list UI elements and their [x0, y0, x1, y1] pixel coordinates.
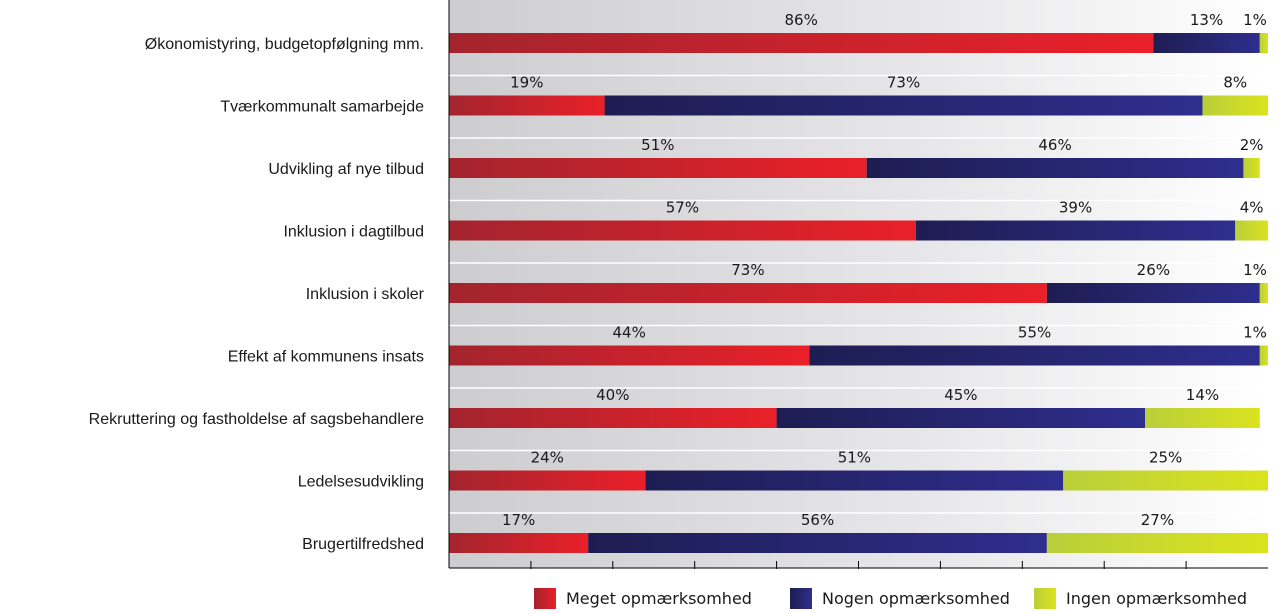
- bar-segment: [809, 345, 1260, 366]
- data-label: 4%: [1240, 199, 1264, 217]
- category-label: Brugertilfredshed: [302, 536, 424, 553]
- data-label: 46%: [1038, 136, 1071, 154]
- value-labels: 86% 13% 1% 19% 73% 8% 51% 46% 2% 57% 39% 4% 73% 26% 1%…: [502, 11, 1267, 529]
- category-label: Rekruttering og fastholdelse af sagsbeha…: [89, 411, 424, 428]
- x-axis: [448, 0, 1268, 569]
- bar-segment: [776, 408, 1146, 428]
- legend-swatch: [534, 588, 556, 609]
- data-label: 51%: [838, 449, 871, 467]
- bar-segment: [915, 220, 1236, 241]
- legend-label: Meget opmærksomhed: [566, 589, 752, 608]
- legend-label: Ingen opmærksomhed: [1066, 589, 1247, 608]
- bar-segment: [645, 470, 1064, 491]
- bar-segment: [1259, 33, 1268, 53]
- data-label: 13%: [1190, 11, 1223, 29]
- bar-segment: [449, 470, 646, 491]
- data-label: 45%: [944, 386, 977, 404]
- bar-segment: [449, 283, 1047, 303]
- data-label: 51%: [641, 136, 674, 154]
- data-label: 73%: [887, 74, 920, 92]
- data-label: 44%: [613, 324, 646, 342]
- bar-segment: [1202, 95, 1268, 116]
- bar-segment: [604, 95, 1203, 116]
- category-label: Tværkommunalt samarbejde: [220, 99, 424, 116]
- bar-segment: [1063, 470, 1268, 491]
- data-label: 8%: [1223, 74, 1247, 92]
- data-label: 2%: [1240, 136, 1264, 154]
- bar-segment: [449, 33, 1154, 53]
- data-label: 40%: [596, 386, 629, 404]
- data-label: 55%: [1018, 324, 1051, 342]
- bars-group: [449, 33, 1268, 553]
- bar-segment: [866, 158, 1244, 178]
- bar-segment: [1235, 220, 1268, 241]
- gridlines: [449, 74, 1268, 514]
- legend-swatch: [1034, 588, 1056, 609]
- data-label: 39%: [1059, 199, 1092, 217]
- category-label: Inklusion i skoler: [306, 286, 425, 303]
- bar-segment: [449, 95, 605, 116]
- data-label: 19%: [510, 74, 543, 92]
- data-label: 26%: [1137, 261, 1170, 279]
- bar-segment: [1259, 283, 1268, 303]
- data-label: 57%: [666, 199, 699, 217]
- bar-segment: [1145, 408, 1260, 428]
- data-label: 56%: [801, 511, 834, 529]
- bar-segment: [449, 158, 867, 178]
- bar-segment: [1259, 345, 1268, 366]
- bar-segment: [449, 408, 777, 428]
- bar-segment: [449, 220, 916, 241]
- category-label: Effekt af kommunens insats: [228, 349, 424, 366]
- data-label: 17%: [502, 511, 535, 529]
- data-label: 86%: [784, 11, 817, 29]
- legend-label: Nogen opmærksomhed: [822, 589, 1010, 608]
- category-label: Ledelsesudvikling: [298, 474, 424, 491]
- bar-segment: [588, 533, 1047, 553]
- category-label: Økonomistyring, budgetopfølgning mm.: [145, 36, 424, 53]
- bar-segment: [1153, 33, 1260, 53]
- legend-swatch: [790, 588, 812, 609]
- bar-segment: [449, 345, 810, 366]
- legend: Meget opmærksomhed Nogen opmærksomhed Inge…: [534, 588, 1247, 609]
- bar-segment: [1046, 283, 1260, 303]
- data-label: 1%: [1243, 261, 1267, 279]
- data-label: 25%: [1149, 449, 1182, 467]
- category-labels: Økonomistyring, budgetopfølgning mm. Tvær…: [89, 36, 425, 553]
- data-label: 14%: [1186, 386, 1219, 404]
- data-label: 73%: [731, 261, 764, 279]
- bar-segment: [1046, 533, 1268, 553]
- data-label: 24%: [531, 449, 564, 467]
- data-label: 1%: [1243, 11, 1267, 29]
- category-label: Inklusion i dagtilbud: [283, 224, 424, 241]
- data-label: 1%: [1243, 324, 1267, 342]
- data-label: 27%: [1141, 511, 1174, 529]
- category-label: Udvikling af nye tilbud: [268, 161, 424, 178]
- bar-segment: [1243, 158, 1260, 178]
- bar-segment: [449, 533, 589, 553]
